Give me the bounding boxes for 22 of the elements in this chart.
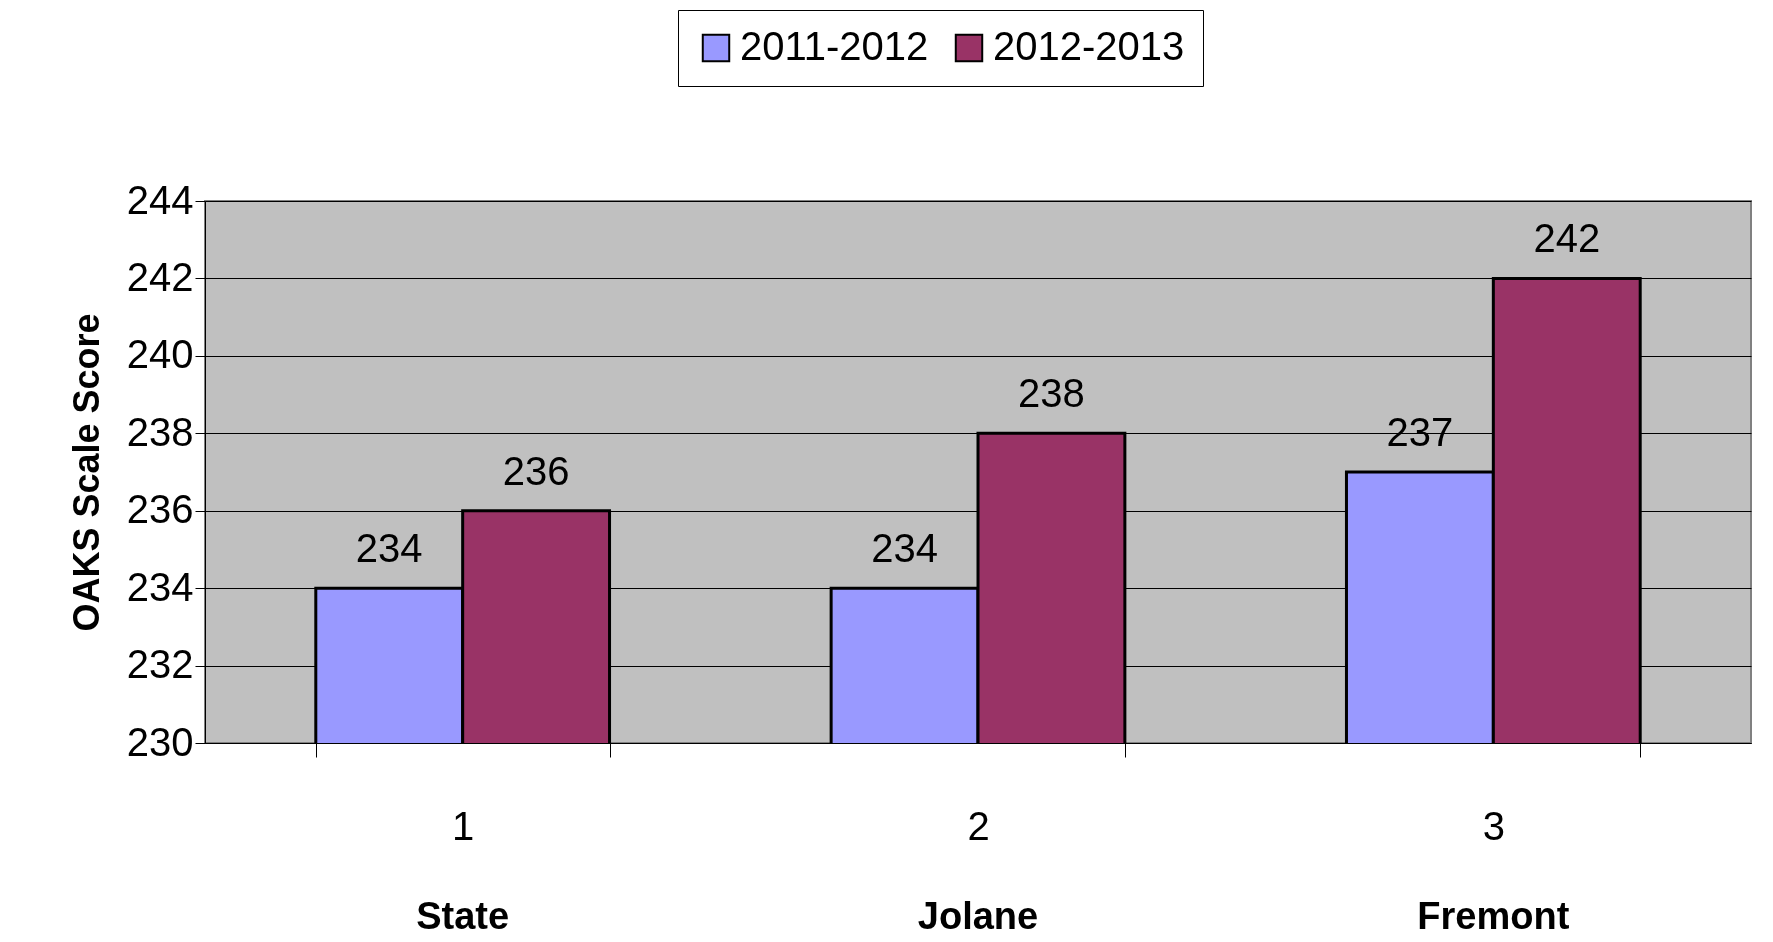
legend-label: 2012-2013	[993, 24, 1185, 68]
y-tick-label: 230	[126, 719, 194, 764]
data-label: 238	[1018, 371, 1085, 416]
annotation: Jolane	[917, 895, 1039, 937]
y-tick-label: 244	[126, 177, 194, 222]
x-tick-label: 2	[967, 803, 990, 848]
y-tick-label: 234	[126, 564, 194, 609]
y-tick-label: 232	[126, 642, 194, 687]
y-tick-label: 240	[126, 332, 194, 377]
y-tick-label: 238	[126, 409, 194, 454]
y-tick-label: 236	[126, 487, 194, 532]
data-label: 234	[355, 526, 423, 571]
y-axis-title: OAKS Scale Score	[65, 313, 107, 632]
y-tick-label: 242	[126, 254, 194, 299]
data-label: 234	[871, 526, 938, 571]
data-label: 242	[1533, 216, 1601, 261]
annotation: Fremont	[1417, 895, 1570, 937]
data-label: 236	[502, 448, 570, 493]
x-tick-label: 1	[452, 803, 475, 848]
annotation: State	[416, 895, 510, 937]
x-tick-label: 3	[1482, 803, 1505, 848]
legend-label: 2011-2012	[740, 24, 929, 68]
